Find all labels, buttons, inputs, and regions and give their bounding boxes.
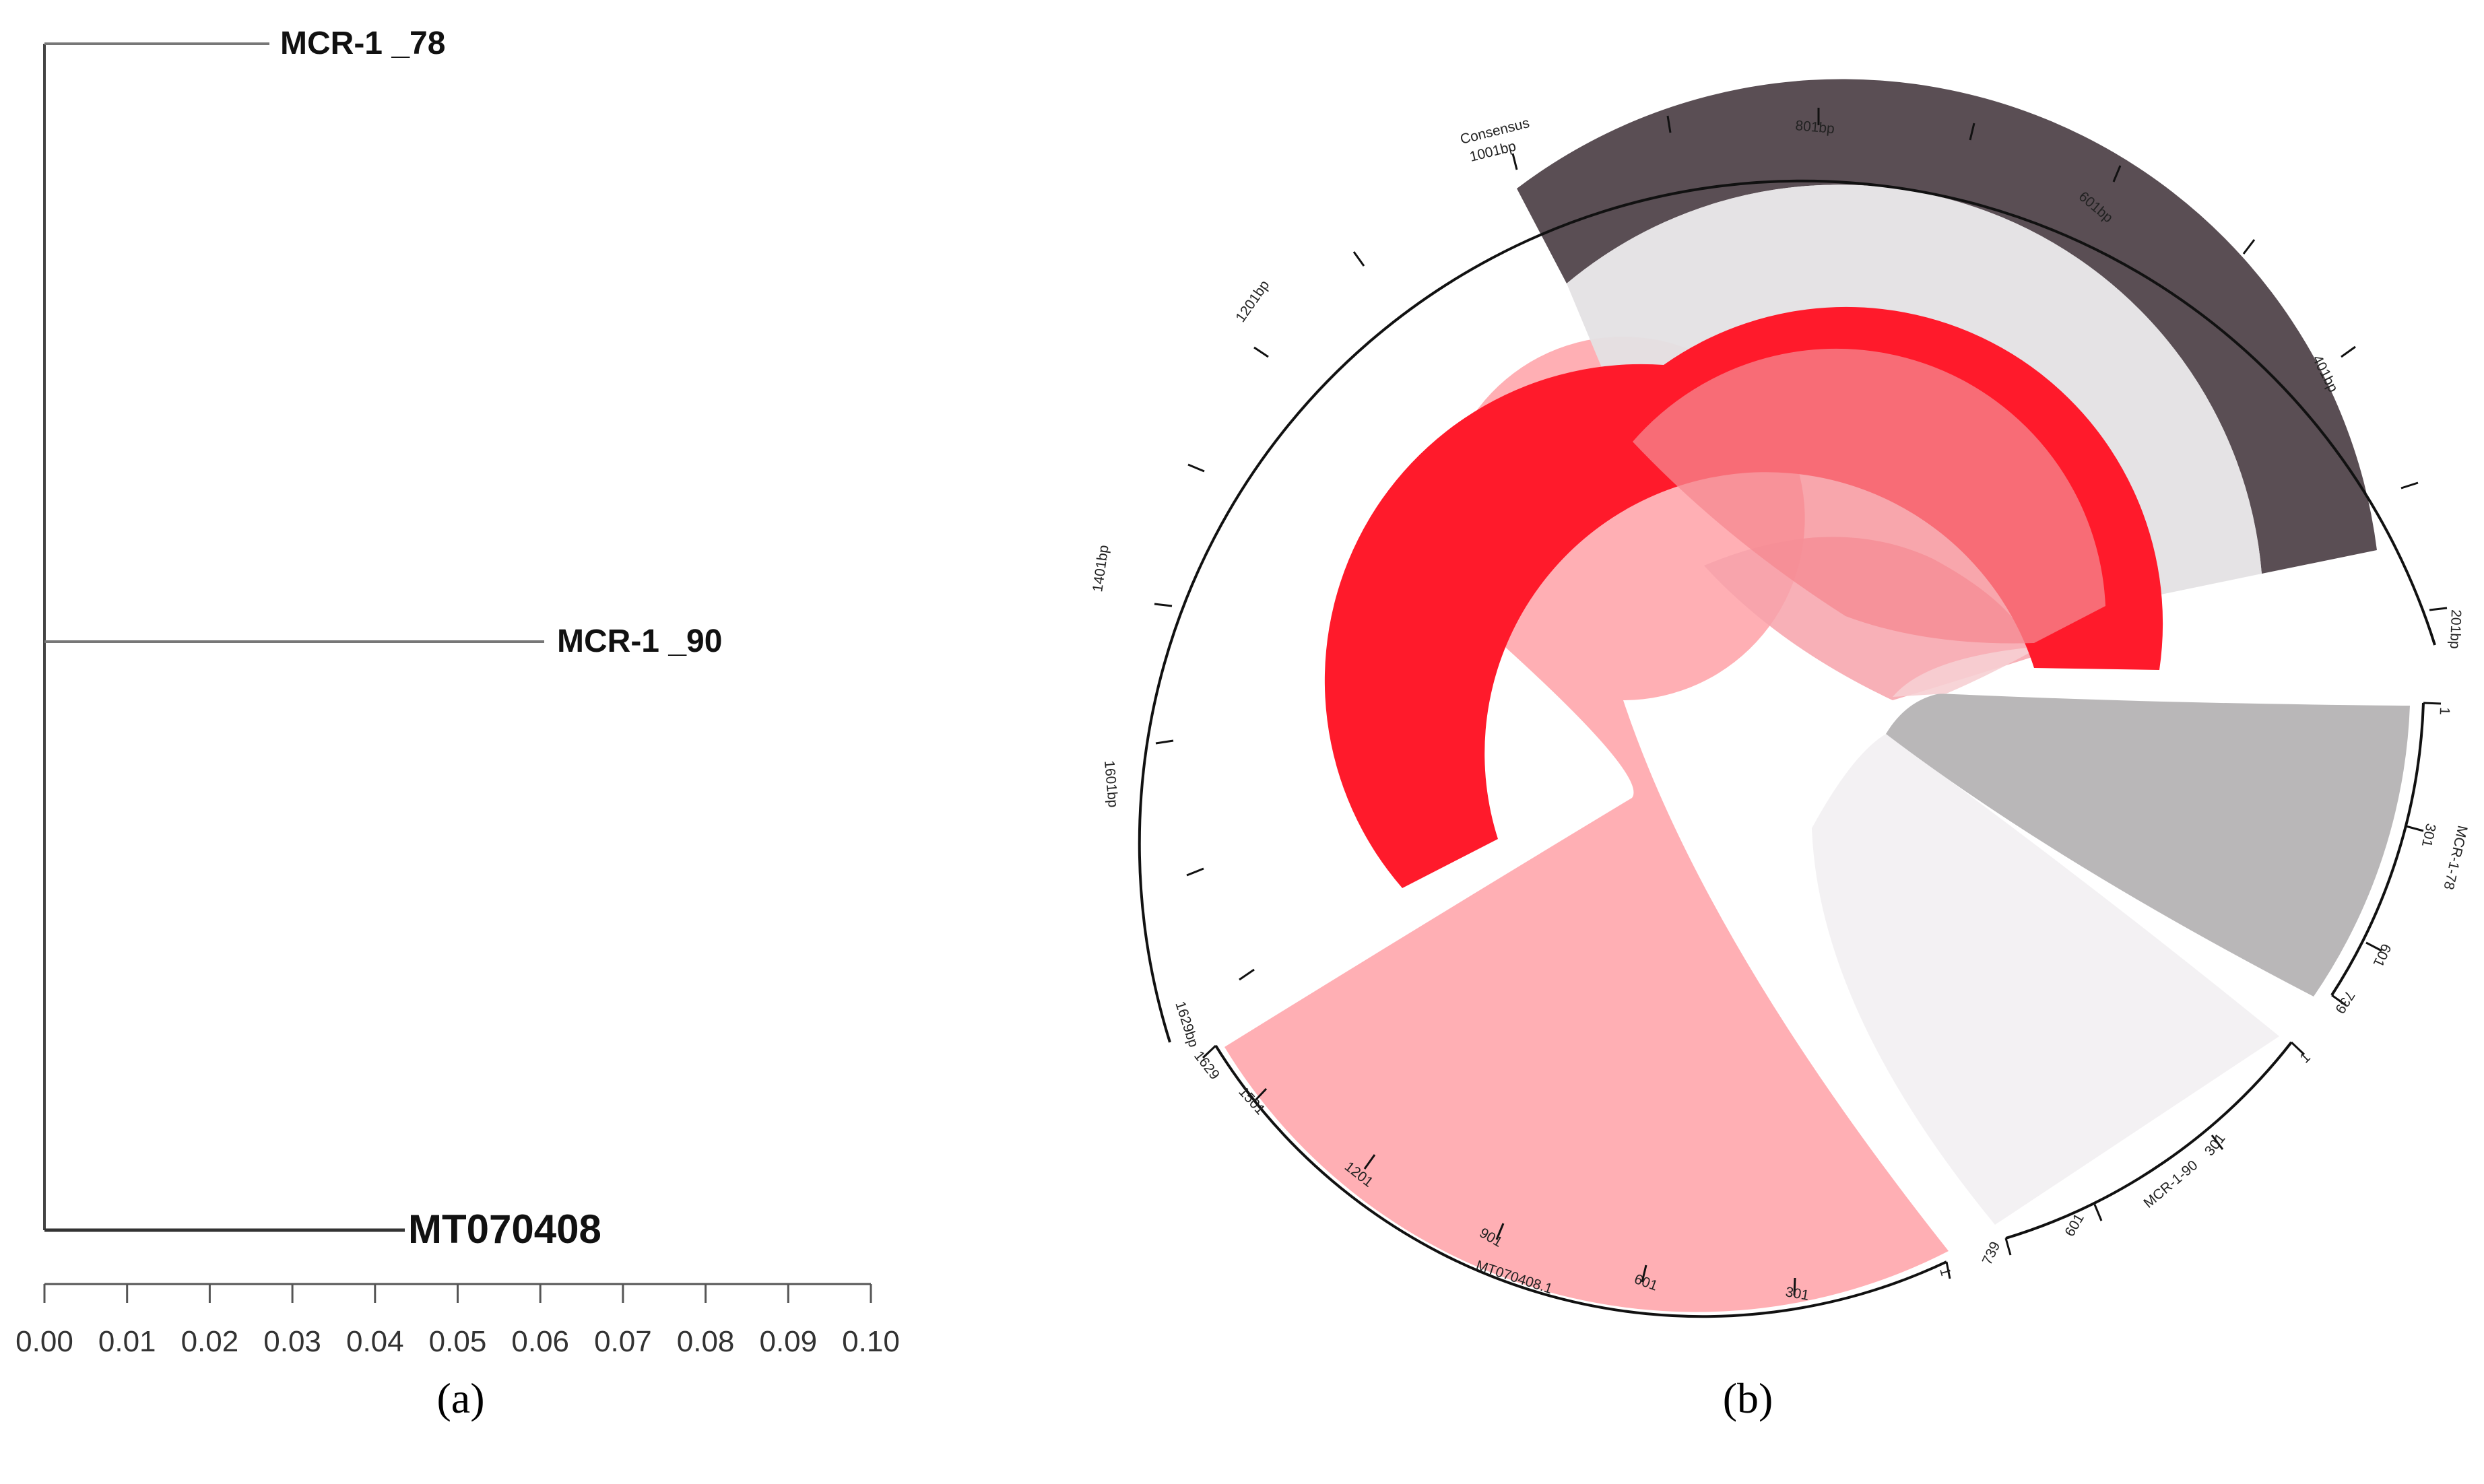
- phylogenetic-tree-panel: MCR-1 _78 MCR-1 _90 MT070408 0.00 0.01 0.0…: [15, 26, 900, 1422]
- mcr1-90-tick-301: 301: [2202, 1131, 2229, 1159]
- link-center-highlight: [1893, 646, 2041, 697]
- scale-tick-label-0.07: 0.07: [594, 1325, 652, 1358]
- consensus-tick-1201bp: 1201bp: [1233, 277, 1272, 325]
- tree-leaf-label-mcr1-90: MCR-1 _90: [557, 623, 722, 659]
- link-mcr1-78-to-consensus: [1886, 694, 2410, 997]
- scale-tick-label-0.04: 0.04: [346, 1325, 404, 1358]
- mcr1-78-sequence-label: MCR-1-78: [2440, 824, 2470, 891]
- mcr1-78-ideogram-arc: [2330, 702, 2425, 997]
- mcr1-78-tick-301: 301: [2419, 822, 2439, 848]
- consensus-tick-801bp: 801bp: [1795, 118, 1835, 137]
- consensus-tick-1601bp: 1601bp: [1101, 760, 1121, 808]
- mcr1-78-tick-739: 739: [2332, 988, 2357, 1016]
- red-band-overlap: [1633, 348, 2105, 644]
- mcr1-90-ideogram-arc: [2005, 1041, 2293, 1240]
- link-mcr1-90-to-consensus: [1812, 734, 2279, 1225]
- consensus-ideogram-arc: [1138, 179, 2436, 1043]
- scale-tick-label-0.00: 0.00: [15, 1325, 73, 1358]
- consensus-tick-1401bp: 1401bp: [1090, 544, 1112, 593]
- scale-tick-label-0.06: 0.06: [511, 1325, 569, 1358]
- mt070408-tick-1: 1: [1936, 1266, 1953, 1277]
- panel-b-label: (b): [1723, 1374, 1773, 1422]
- consensus-dark-band: [1517, 79, 2377, 574]
- scale-axis-ticks: 0.00 0.01 0.02 0.03 0.04 0.05 0.06 0.07 0.08 0.09…: [15, 1284, 900, 1358]
- scale-tick-label-0.08: 0.08: [677, 1325, 735, 1358]
- mcr1-90-sequence-label: MCR-1-90: [2140, 1157, 2200, 1211]
- circular-alignment-panel: 201bp 401bp 601bp 801bp 1001bp 1201bp 14…: [1090, 79, 2471, 1422]
- mcr1-90-tick-1: 1: [2297, 1050, 2314, 1067]
- mcr1-78-tick-1: 1: [2437, 707, 2452, 715]
- consensus-tick-1629bp: 1629bp: [1172, 999, 1202, 1049]
- scale-tick-label-0.03: 0.03: [263, 1325, 321, 1358]
- tree-leaf-label-mt070408: MT070408: [408, 1207, 601, 1252]
- panel-a-label: (a): [436, 1374, 484, 1422]
- mt070408-tick-1629: 1629: [1191, 1048, 1222, 1083]
- mcr1-90-tick-739: 739: [1980, 1240, 2004, 1267]
- consensus-tick-201bp: 201bp: [2447, 609, 2464, 649]
- tree-leaf-label-mcr1-78: MCR-1 _78: [280, 26, 445, 61]
- mt070408-ideogram-arc: [1214, 1044, 1947, 1318]
- scale-tick-label-0.10: 0.10: [842, 1325, 900, 1358]
- scale-tick-label-0.01: 0.01: [98, 1325, 156, 1358]
- scale-tick-label-0.02: 0.02: [181, 1325, 239, 1358]
- ideogram-ticks: [1154, 108, 2448, 1296]
- scale-tick-label-0.05: 0.05: [429, 1325, 487, 1358]
- scale-tick-label-0.09: 0.09: [759, 1325, 817, 1358]
